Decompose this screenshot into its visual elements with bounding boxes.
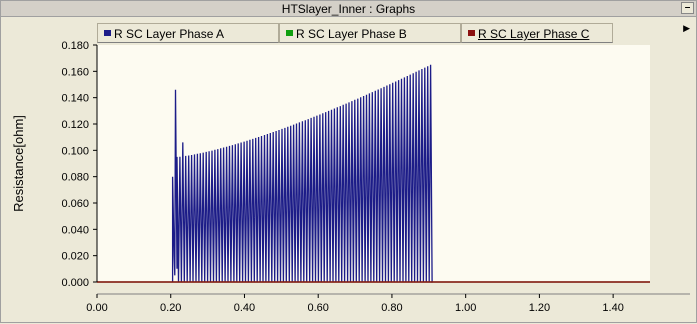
y-tick-label: 0.100 [61, 145, 89, 157]
legend-label-phase-c: R SC Layer Phase C [478, 27, 590, 41]
x-tick-label: 0.00 [86, 302, 107, 314]
legend-swatch-phase-c [468, 30, 475, 36]
y-tick-label: 0.160 [61, 66, 89, 78]
title-bar[interactable]: HTSlayer_Inner : Graphs – [1, 1, 696, 17]
legend-swatch-phase-b [286, 30, 293, 36]
legend-label-phase-b: R SC Layer Phase B [296, 27, 407, 41]
x-tick-label: 0.20 [160, 302, 181, 314]
y-tick-label: 0.180 [61, 40, 89, 52]
legend-item-phase-c[interactable]: R SC Layer Phase C [461, 23, 613, 43]
legend-item-phase-b[interactable]: R SC Layer Phase B [279, 23, 461, 43]
legend-item-phase-a[interactable]: R SC Layer Phase A [97, 23, 279, 43]
legend-swatch-phase-a [104, 30, 111, 36]
y-tick-label: 0.080 [61, 172, 89, 184]
y-tick-label: 0.120 [61, 119, 89, 131]
x-tick-label: 0.40 [234, 302, 255, 314]
series-phase-a-line [171, 64, 433, 283]
window-title: HTSlayer_Inner : Graphs [281, 2, 416, 16]
y-tick-label: 0.020 [61, 251, 89, 263]
x-tick-label: 0.60 [307, 302, 328, 314]
y-axis-label: Resistance[ohm] [11, 115, 26, 212]
y-tick-label: 0.140 [61, 93, 89, 105]
minimize-button[interactable]: – [681, 2, 694, 14]
legend-scroll-arrow-icon[interactable]: ▶ [683, 23, 690, 33]
legend-label-phase-a: R SC Layer Phase A [114, 27, 225, 41]
x-tick-label: 1.00 [455, 302, 476, 314]
y-tick-label: 0.000 [61, 277, 89, 289]
y-tick-label: 0.060 [61, 198, 89, 210]
x-tick-label: 1.40 [602, 302, 623, 314]
x-tick-label: 0.80 [381, 302, 402, 314]
y-tick-label: 0.040 [61, 224, 89, 236]
x-tick-label: 1.20 [529, 302, 550, 314]
